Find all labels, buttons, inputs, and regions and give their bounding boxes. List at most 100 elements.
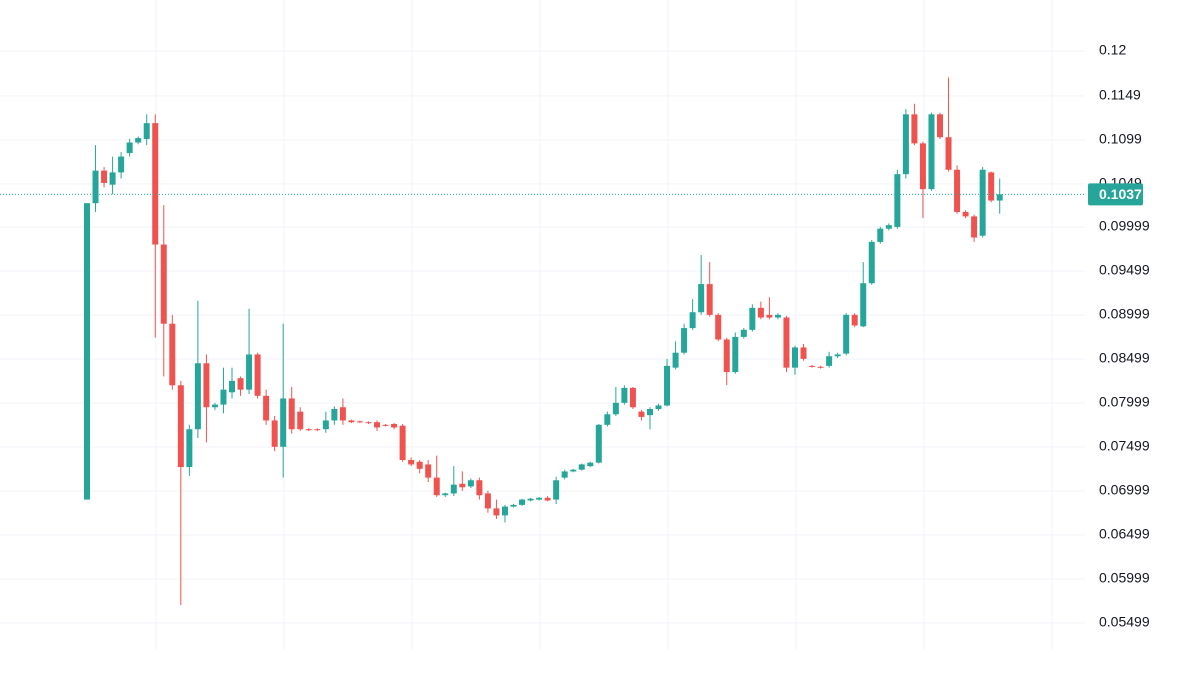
vertical-grid (155, 0, 1053, 650)
candle-body (919, 143, 926, 190)
y-tick-label: 0.06499 (1099, 526, 1150, 542)
candle-body (288, 398, 295, 430)
candle-body (885, 225, 892, 229)
candle-body (365, 422, 372, 424)
candle-body (706, 284, 713, 315)
candle-body (135, 138, 142, 143)
last-price-badge (1088, 183, 1143, 206)
candle-body (621, 387, 628, 403)
candle-body (118, 156, 125, 173)
candle-body (126, 142, 133, 154)
candle-body (331, 408, 338, 421)
candle-body (356, 421, 363, 423)
y-tick-label: 0.1149 (1099, 87, 1141, 103)
candle-body (740, 329, 747, 337)
candle-body (374, 422, 381, 428)
candle-body (467, 480, 474, 487)
candle-body (774, 314, 781, 318)
y-tick-label: 0.06999 (1099, 482, 1150, 498)
candle-body (544, 497, 551, 501)
candle-body (408, 460, 415, 465)
candle-body (843, 314, 850, 354)
candle-body (186, 429, 193, 468)
candle-body (220, 389, 227, 405)
candle-body (314, 429, 321, 431)
candle-body (791, 347, 798, 368)
candle-body (399, 425, 406, 461)
candle-body (237, 378, 244, 390)
candle-body (425, 464, 432, 478)
y-tick-label: 0.09999 (1099, 218, 1150, 234)
last-price-label: 0.1037 (1099, 186, 1142, 202)
candle-body (715, 314, 722, 340)
candle-body (263, 395, 270, 421)
y-tick-label: 0.05999 (1099, 570, 1150, 586)
candle-body (646, 408, 653, 416)
candle-body (954, 169, 961, 212)
candle-body (962, 211, 969, 217)
candle-body (229, 380, 236, 393)
candle-body (945, 137, 952, 170)
y-tick-label: 0.07499 (1099, 438, 1150, 454)
y-tick-label: 0.09499 (1099, 262, 1150, 278)
candle-body (416, 461, 423, 469)
candle-body (757, 307, 764, 318)
candle-body (84, 203, 90, 500)
candle-body (553, 480, 560, 500)
candle-body (766, 314, 773, 318)
candle-body (698, 284, 705, 313)
candle-body (979, 169, 986, 236)
candle-body (664, 365, 671, 406)
candle-body (493, 508, 500, 516)
candle-body (783, 317, 790, 368)
candle-body (578, 464, 585, 470)
candle-body (246, 354, 253, 390)
candle-body (868, 241, 875, 284)
y-tick-label: 0.1099 (1099, 131, 1142, 147)
y-tick-label: 0.07999 (1099, 394, 1150, 410)
candle-body (160, 244, 167, 324)
candle-body (604, 414, 611, 425)
candle-body (527, 498, 534, 501)
candle-body (902, 114, 909, 175)
candle-body (894, 174, 901, 227)
candle-body (211, 404, 218, 408)
candle-body (826, 356, 833, 366)
candle-body (382, 424, 389, 426)
candle-body (937, 114, 943, 138)
candle-body (971, 216, 978, 238)
candle-body (152, 123, 159, 245)
candle-body (348, 420, 355, 423)
y-tick-label: 0.05499 (1099, 614, 1150, 630)
candle-body (297, 411, 304, 430)
candle-body (672, 352, 679, 368)
y-tick-label: 0.08999 (1099, 306, 1150, 322)
candle-body (519, 499, 526, 505)
candle-body (254, 354, 261, 396)
candle-body (988, 172, 995, 201)
candle-body (339, 407, 346, 421)
candle-body (877, 228, 884, 242)
candle-body (851, 314, 858, 326)
candle-body (561, 471, 568, 478)
candle-body (817, 366, 824, 368)
y-tick-label: 0.08499 (1099, 350, 1150, 366)
candle-body (101, 170, 108, 183)
candle-body (484, 493, 491, 509)
candle-body (177, 385, 184, 468)
candle-body (501, 506, 508, 516)
candle-body (280, 398, 287, 447)
candle-body (638, 411, 645, 417)
candle-body (271, 420, 278, 447)
candle-body (809, 365, 816, 367)
candle-body (450, 484, 457, 494)
candle-body (570, 469, 577, 472)
candle-body (305, 429, 312, 431)
candle-body (459, 483, 466, 488)
candle-body (143, 123, 150, 139)
candle-body (476, 480, 483, 496)
candle-body (860, 283, 867, 327)
candle-body (928, 114, 935, 190)
y-tick-label: 0.12 (1099, 42, 1126, 58)
candle-body (510, 504, 517, 507)
